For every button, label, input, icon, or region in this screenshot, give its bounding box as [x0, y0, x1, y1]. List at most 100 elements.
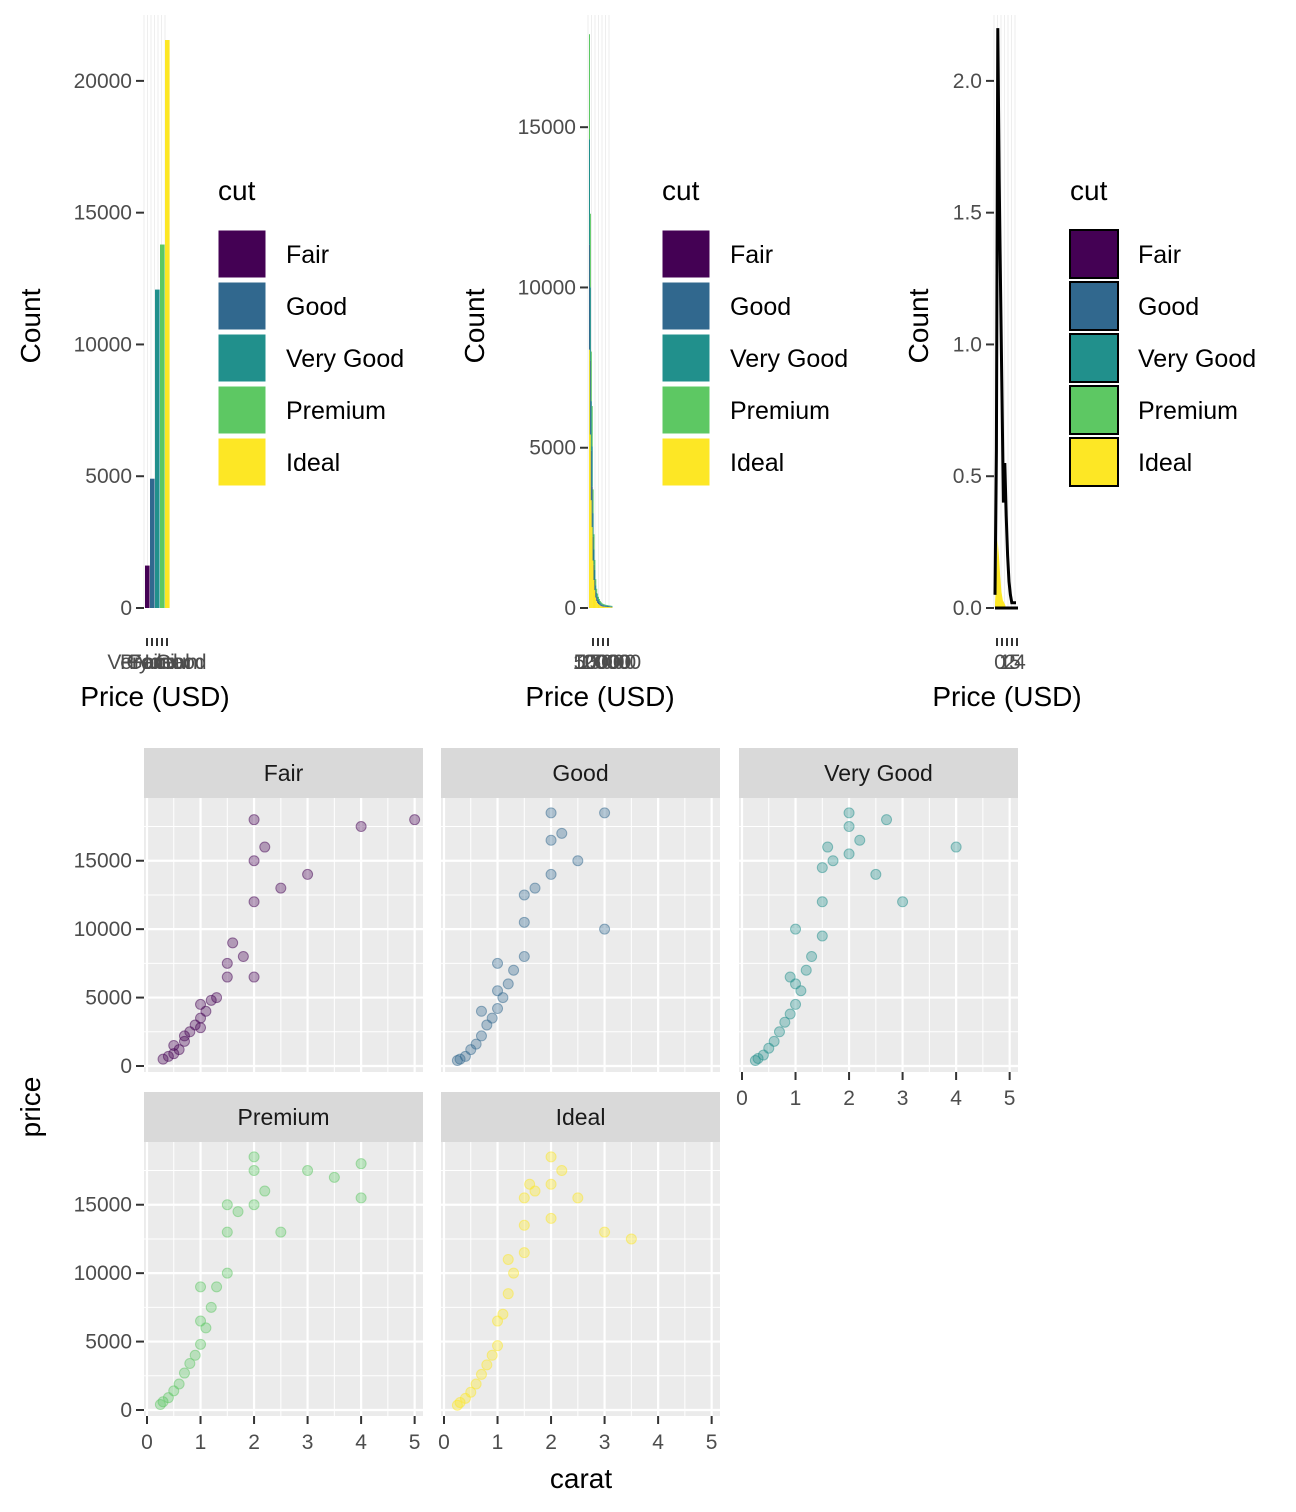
facet-premium-y-tick-label: 0 — [120, 1399, 132, 1422]
c2-bar-ideal — [589, 434, 591, 608]
facet-ideal-point — [481, 1359, 493, 1371]
c2-bar-segment — [596, 596, 598, 602]
c2-legend-label: Ideal — [730, 449, 784, 477]
facet-good-point — [492, 957, 504, 969]
c1-x-tick-label: Fair — [129, 651, 165, 674]
facet-very-good-point — [854, 834, 866, 846]
facet-premium-point — [221, 1226, 233, 1238]
c2-bar-segment — [607, 605, 609, 606]
facet-premium-point — [355, 1192, 367, 1204]
facet-ideal-x-tick-label: 2 — [545, 1431, 557, 1454]
facet-very-good-strip-label: Very Good — [824, 760, 933, 786]
facet-very-good-point — [768, 1035, 780, 1047]
facet-fair-point — [168, 1039, 180, 1051]
facet-premium-y-tick-label: 5000 — [85, 1331, 132, 1354]
facet-very-good-point — [881, 814, 893, 826]
facet-very-good-x-tick-label: 5 — [1004, 1087, 1016, 1110]
c2-bar-ideal — [598, 604, 600, 608]
facet-very-good-point — [806, 951, 818, 963]
facet-good-point — [556, 827, 568, 839]
facet-premium-strip — [144, 1092, 423, 1142]
facet-very-good-point — [950, 841, 962, 853]
c2-bar-ideal — [602, 606, 604, 608]
c2-bar-segment — [598, 600, 600, 603]
c2-bar-segment — [597, 593, 599, 597]
facet-very-good-point — [843, 821, 855, 833]
facet-premium-strip-label: Premium — [237, 1104, 329, 1130]
c2-bar-ideal — [610, 607, 612, 608]
c1-legend-title: cut — [218, 175, 256, 206]
facet-premium-point — [221, 1199, 233, 1211]
c2-bar-segment — [599, 600, 601, 603]
facet-ideal-point — [475, 1368, 487, 1380]
facet-fair-point — [248, 855, 260, 867]
facet-ideal-point — [625, 1233, 637, 1245]
c2-bar-segment — [604, 605, 606, 607]
c2-legend-swatch — [661, 385, 711, 435]
facet-fair-point — [248, 814, 260, 826]
facet-premium-point — [173, 1378, 185, 1390]
facet-good-point — [502, 978, 514, 990]
c2-bar-segment — [606, 606, 608, 608]
c3-legend-label: Very Good — [1138, 345, 1256, 373]
facet-fair-point — [259, 841, 271, 853]
facet-good-strip-label: Good — [552, 760, 608, 786]
facet-ideal-point — [502, 1288, 514, 1300]
c2-bar-segment — [610, 605, 612, 607]
facet-fair-point — [221, 971, 233, 983]
facet-ideal-point — [465, 1386, 477, 1398]
c2-bar-segment — [601, 604, 603, 606]
facet-good-point — [508, 964, 520, 976]
c2-legend-label: Good — [730, 293, 791, 321]
facet-good-point — [518, 951, 530, 963]
c2-bar-segment — [603, 604, 605, 606]
facet-ideal-strip-label: Ideal — [556, 1104, 606, 1130]
facet-very-good-point — [784, 971, 796, 983]
c2-bar-segment — [608, 606, 610, 608]
facet-premium-point — [195, 1281, 207, 1293]
facet-premium-point — [248, 1151, 260, 1163]
c1-y-tick-label: 0 — [120, 597, 132, 620]
facet-very-good-x-tick-label: 4 — [950, 1087, 962, 1110]
facet-very-good-point — [779, 1016, 791, 1028]
facet-ideal-point — [518, 1247, 530, 1259]
c2-bar-ideal — [601, 606, 603, 608]
c3-density-ideal — [995, 539, 1006, 608]
c2-bar-ideal — [608, 607, 610, 608]
c3-y-tick-label: 0.0 — [953, 597, 982, 620]
facet-very-good-point — [773, 1026, 785, 1038]
facet-ideal-point — [518, 1219, 530, 1231]
c3-y-tick-label: 2.0 — [953, 70, 982, 93]
c2-bar-ideal — [609, 607, 611, 608]
facet-premium-point — [328, 1171, 340, 1183]
facet-good-point — [545, 834, 557, 846]
c2-bar-ideal — [607, 607, 608, 608]
c2-bar-ideal — [589, 349, 590, 608]
c2-bar-segment — [605, 604, 607, 606]
c2-bar-segment — [591, 406, 593, 447]
c3-y-tick-label: 1.0 — [953, 333, 982, 356]
facet-very-good-point — [843, 848, 855, 860]
c2-bar-segment — [594, 559, 596, 571]
facet-fair-point — [237, 951, 249, 963]
c2-bar-segment — [603, 605, 605, 606]
c2-bar-segment — [589, 287, 591, 361]
facet-very-good-point — [870, 868, 882, 880]
facet-very-good-point — [816, 896, 828, 908]
c2-bar-ideal — [595, 597, 597, 608]
c1-legend-swatch — [217, 333, 267, 383]
facet-very-good-point — [843, 807, 855, 819]
c2-y-tick-label: 0 — [564, 597, 576, 620]
c1-x-tick-label: Very Good — [107, 651, 206, 674]
c2-bar-segment — [608, 605, 610, 607]
c1-bar-fair — [145, 565, 150, 608]
facet-fair-y-tick-label: 15000 — [74, 850, 132, 873]
c1-bar-good — [150, 478, 155, 608]
c2-bar-ideal — [598, 604, 599, 608]
c2-bar-segment — [604, 604, 606, 606]
facet-fair-point — [195, 1022, 207, 1034]
facet-fair-point — [355, 821, 367, 833]
facet-very-good-point — [816, 862, 828, 874]
